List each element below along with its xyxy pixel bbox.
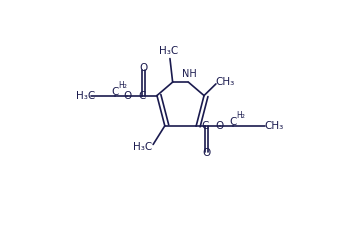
Text: CH₃: CH₃ [265,121,284,131]
Text: NH: NH [182,69,197,79]
Text: H₃C: H₃C [134,142,153,152]
Text: O: O [139,63,147,73]
Text: CH₃: CH₃ [216,77,235,87]
Text: H₃C: H₃C [158,46,178,56]
Text: C: C [111,86,118,96]
Text: H₃C: H₃C [76,91,95,101]
Text: C: C [230,117,237,127]
Text: H₂: H₂ [236,111,245,120]
Text: C: C [201,121,209,131]
Text: O: O [203,148,210,158]
Text: H₂: H₂ [118,81,127,90]
Text: O: O [216,121,224,131]
Text: O: O [123,91,131,101]
Text: C: C [138,91,145,101]
